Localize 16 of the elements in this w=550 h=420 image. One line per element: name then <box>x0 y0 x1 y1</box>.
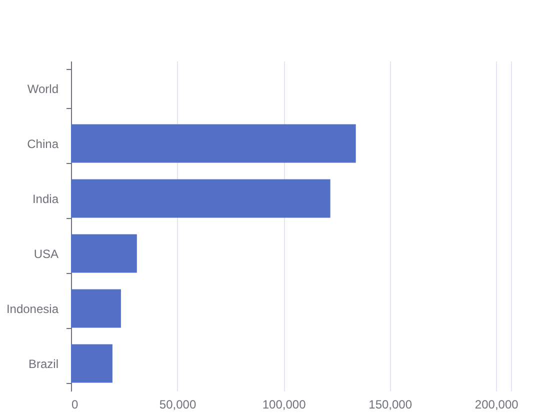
y-tick-label: USA <box>34 247 58 261</box>
y-tick-label: India <box>32 192 59 206</box>
y-tick-label: Indonesia <box>6 302 59 316</box>
x-tick-label: 0 <box>72 398 78 412</box>
x-tick-label: 50,000 <box>159 398 196 412</box>
bar <box>71 344 112 383</box>
y-tick-label: World <box>27 82 58 96</box>
bar <box>71 234 137 273</box>
y-tick-label: China <box>27 137 59 151</box>
x-tick-label: 200,000 <box>474 398 519 412</box>
bar <box>71 179 330 218</box>
y-tick-label: Brazil <box>28 357 58 371</box>
bar <box>71 124 356 163</box>
bar <box>71 289 121 328</box>
x-tick-label: 100,000 <box>262 398 306 412</box>
x-tick-label: 150,000 <box>368 398 412 412</box>
